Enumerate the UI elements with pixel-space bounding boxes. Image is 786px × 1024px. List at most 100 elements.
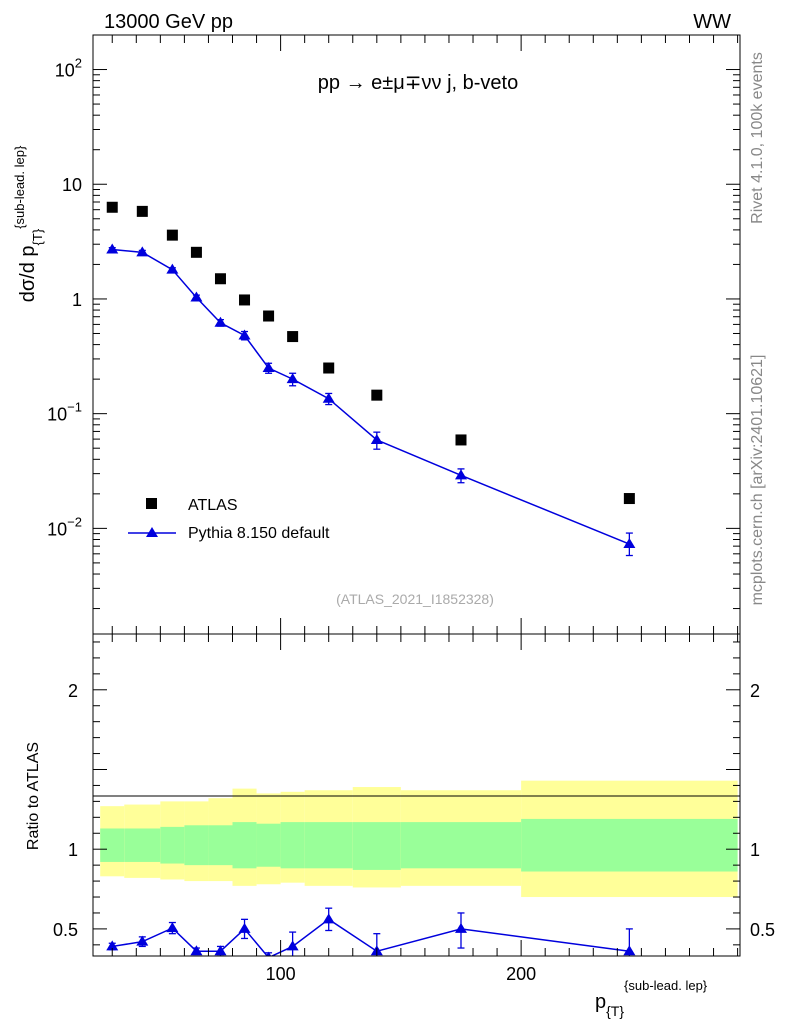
pythia-point [190,291,203,302]
main-y-tick-label: 1 [72,290,82,310]
band-inner-bin [256,823,281,867]
atlas-data-point [263,310,275,322]
ratio-x-tick-label: 100 [266,964,296,984]
ratio-point [322,913,335,924]
ratio-point [238,922,251,933]
x-label-main: p [595,991,606,1013]
band-inner-bin [184,825,209,866]
ratio-panel: 0.5 0.5 1 1 2 2 100 200 Ratio to ATLAS p{T}{su… [25,633,775,1019]
legend-data-label: ATLAS [188,497,238,514]
pythia-line [112,248,630,545]
ratio-x-tick-label: 200 [506,964,536,984]
ratio-point [623,945,636,956]
pythia-point [106,243,119,254]
ratio-point [454,922,467,933]
band-inner-bin [400,822,522,869]
band-inner-bin [280,822,305,869]
atlas-data-point [190,246,202,258]
ratio-point [286,940,299,951]
ratio-point [265,951,272,956]
main-y-tick-label: 10 [62,175,82,195]
legend-mc-label: Pythia 8.150 default [188,525,330,542]
ratio-y-tick-label-right: 1 [750,840,760,860]
legend-mc-marker [146,527,158,537]
band-inner-bin [100,828,125,862]
mcplots-label: mcplots.cern.ch [arXiv:2401.10621] [749,355,766,606]
ratio-marks [106,907,636,956]
ratio-point [166,922,179,933]
main-y-label-main: dσ/d p [17,245,39,302]
legend-data-marker [146,498,157,509]
main-y-label-sup: {sub-lead. lep} [12,145,27,229]
main-y-tick-base: 1 [72,290,82,310]
pythia-point [623,538,636,549]
x-label-sub: {T} [606,1003,624,1019]
main-plot-frame [92,34,741,635]
main-y-tick-exponent: −1 [67,400,82,415]
main-y-tick-label: 10−2 [47,514,82,539]
pythia-point [166,263,179,274]
band-inner-bin [160,826,185,864]
main-y-tick-base: 10 [47,405,67,425]
atlas-data-point [287,331,299,343]
band-inner-bin [521,818,738,872]
ratio-y-label: Ratio to ATLAS [25,742,42,850]
main-title: pp → e±μ∓νν j, b-veto [318,72,518,94]
band-inner-bin [304,822,353,869]
band-inner-bin [232,822,257,869]
main-y-label: dσ/d p{T}{sub-lead. lep} [12,145,45,302]
ratio-y-tick-label-right: 2 [750,681,760,701]
ratio-uncertainty-bands [100,780,738,898]
main-y-tick-exponent: −2 [67,514,82,529]
x-axis-label: p{T}{sub-lead. lep} [595,978,708,1019]
band-inner-bin [124,828,161,862]
pythia-point [238,329,251,340]
atlas-data-point [323,362,335,374]
ratio-y-tick-label-left: 1 [68,840,78,860]
main-y-tick-exponent: 2 [75,56,82,71]
atlas-data-point [214,273,226,285]
pythia-point [454,469,467,480]
atlas-data-point [166,229,178,241]
ratio-y-tick-label-left: 2 [68,681,78,701]
header-left: 13000 GeV pp [104,11,233,33]
main-y-tick-base: 10 [62,175,82,195]
pythia-point [370,433,383,444]
ratio-y-axis: 0.5 0.5 1 1 2 2 [53,641,775,946]
ratio-point [136,935,149,946]
pythia-point [286,373,299,384]
pythia-point [136,246,149,257]
ratio-x-axis: 100 200 [111,634,739,984]
ratio-line [112,918,630,956]
atlas-data-point [239,294,251,306]
main-y-label-sub: {T} [30,228,45,245]
atlas-data-point [455,434,467,446]
ratio-y-tick-label-left: 0.5 [53,920,78,940]
band-inner-bin [208,825,233,866]
header-right: WW [693,11,731,33]
main-y-tick-base: 10 [47,519,67,539]
ratio-plot-frame [92,633,741,957]
atlas-data-point [136,205,148,217]
ratio-point [106,940,119,951]
rivet-version-label: Rivet 4.1.0, 100k events [749,52,766,224]
ratio-point [214,945,227,956]
main-y-tick-label: 102 [55,56,82,81]
ratio-point [190,945,203,956]
atlas-data-point [371,389,383,401]
ratio-y-tick-label-right: 0.5 [750,920,775,940]
pythia-point [214,316,227,327]
svg-text:dσ/d p{T}{sub-lead. lep}: dσ/d p{T}{sub-lead. lep} [12,145,45,302]
atlas-data-point [106,201,118,213]
band-inner-bin [352,822,401,870]
main-marks [106,201,636,557]
main-y-tick-base: 10 [55,61,75,81]
watermark: (ATLAS_2021_I1852328) [336,591,494,607]
pythia-point [262,362,275,373]
pythia-point [322,392,335,403]
main-x-ticks [111,35,739,634]
legend: ATLAS Pythia 8.150 default [128,497,330,542]
